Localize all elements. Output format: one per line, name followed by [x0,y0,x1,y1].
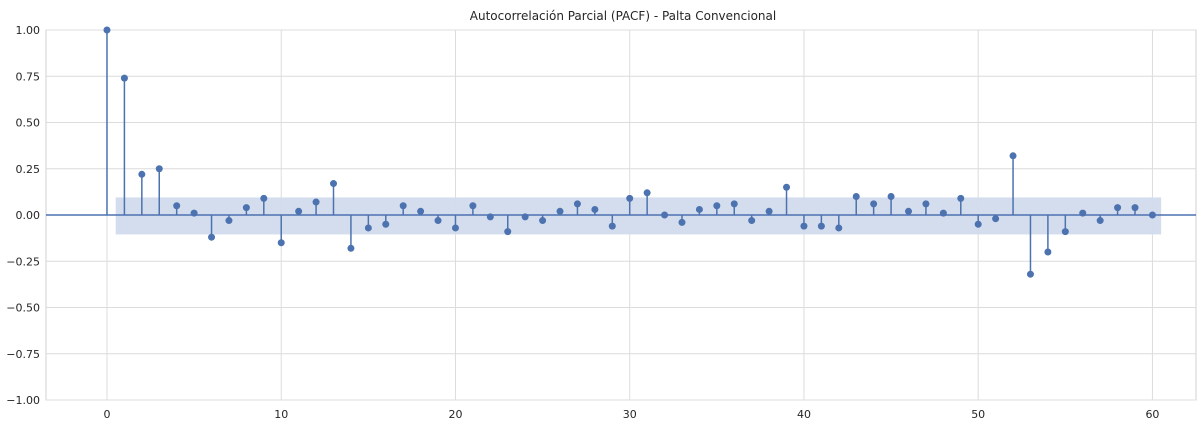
stem-marker [138,170,146,178]
stem-marker [312,198,320,206]
x-tick-label: 20 [448,408,462,421]
stem-marker [922,200,930,208]
stem-marker [626,194,634,202]
stem-marker [1114,204,1122,212]
stem-marker [1096,217,1104,225]
stem-marker [817,222,825,230]
y-tick-label: 1.00 [16,24,41,37]
stem-marker [103,26,111,34]
stem-marker [330,180,337,188]
stem-marker [417,207,425,215]
stem-marker [486,213,494,221]
x-tick-label: 0 [103,408,110,421]
stem-marker [1026,270,1034,278]
chart-title: Autocorrelación Parcial (PACF) - Palta C… [470,9,776,23]
stem-marker [695,205,703,213]
stem-marker [591,205,599,213]
stem-marker [939,209,947,217]
y-tick-label: 0.75 [16,70,41,83]
stem-marker [643,189,651,197]
stem-marker [661,211,669,219]
stem-marker [730,200,738,208]
stem-marker [434,217,442,225]
stem-marker [539,217,547,225]
confidence-band [115,197,1162,235]
stem-marker [748,217,756,225]
stem-marker [1148,211,1156,219]
stem-marker [382,220,390,228]
stem-marker [992,215,1000,223]
stem-marker [905,207,912,215]
stem-marker [120,74,128,82]
stem-marker [556,207,564,215]
stem-marker [1061,228,1069,236]
stem-marker [1131,204,1139,212]
plot-area: 1.00 0.75 0.50 0.25 0.00 −0.25 −0.50 −0.75 −1.00… [6,24,1197,421]
y-tick-label: −0.50 [6,302,40,315]
stem-marker [451,224,459,232]
x-tick-label: 10 [274,408,288,421]
stem-marker [608,222,616,230]
stem-marker [765,207,773,215]
x-tick-label: 60 [1145,408,1159,421]
x-tick-label: 40 [797,408,811,421]
y-tick-label: −0.25 [6,255,40,268]
stem-marker [504,228,512,236]
stem-marker [870,200,878,208]
stem-marker [887,193,895,200]
stem-marker [957,194,965,202]
stem-marker [835,224,843,232]
stem-marker [347,244,355,252]
stem-marker [521,213,529,221]
y-tick-label: −1.00 [6,394,40,407]
stem-marker [155,165,163,173]
stem-marker [277,239,285,247]
stem-marker [295,207,303,215]
stem-marker [1044,248,1052,256]
stem-marker [225,217,233,225]
stem-marker [974,220,982,228]
stem-marker [190,209,198,217]
stem-marker [713,202,721,210]
y-tick-label: −0.75 [6,348,40,361]
stem-marker [173,202,181,210]
stem-marker [678,218,686,226]
stem-marker [1079,209,1087,217]
stem-marker [573,200,581,208]
stem-marker [260,194,268,202]
y-tick-label: 0.00 [16,209,41,222]
y-tick-label: 0.25 [16,163,41,176]
y-tick-label: 0.50 [16,117,41,130]
stem-marker [783,183,791,191]
stem-marker [399,202,407,210]
stem-marker [800,222,808,230]
x-tick-label: 30 [623,408,637,421]
stem-marker [208,233,216,241]
stem-marker [242,204,250,212]
stem-marker [364,224,372,232]
stem-marker [852,193,860,200]
stem-marker [469,202,477,210]
stem-marker [1009,152,1017,160]
x-tick-label: 50 [971,408,985,421]
